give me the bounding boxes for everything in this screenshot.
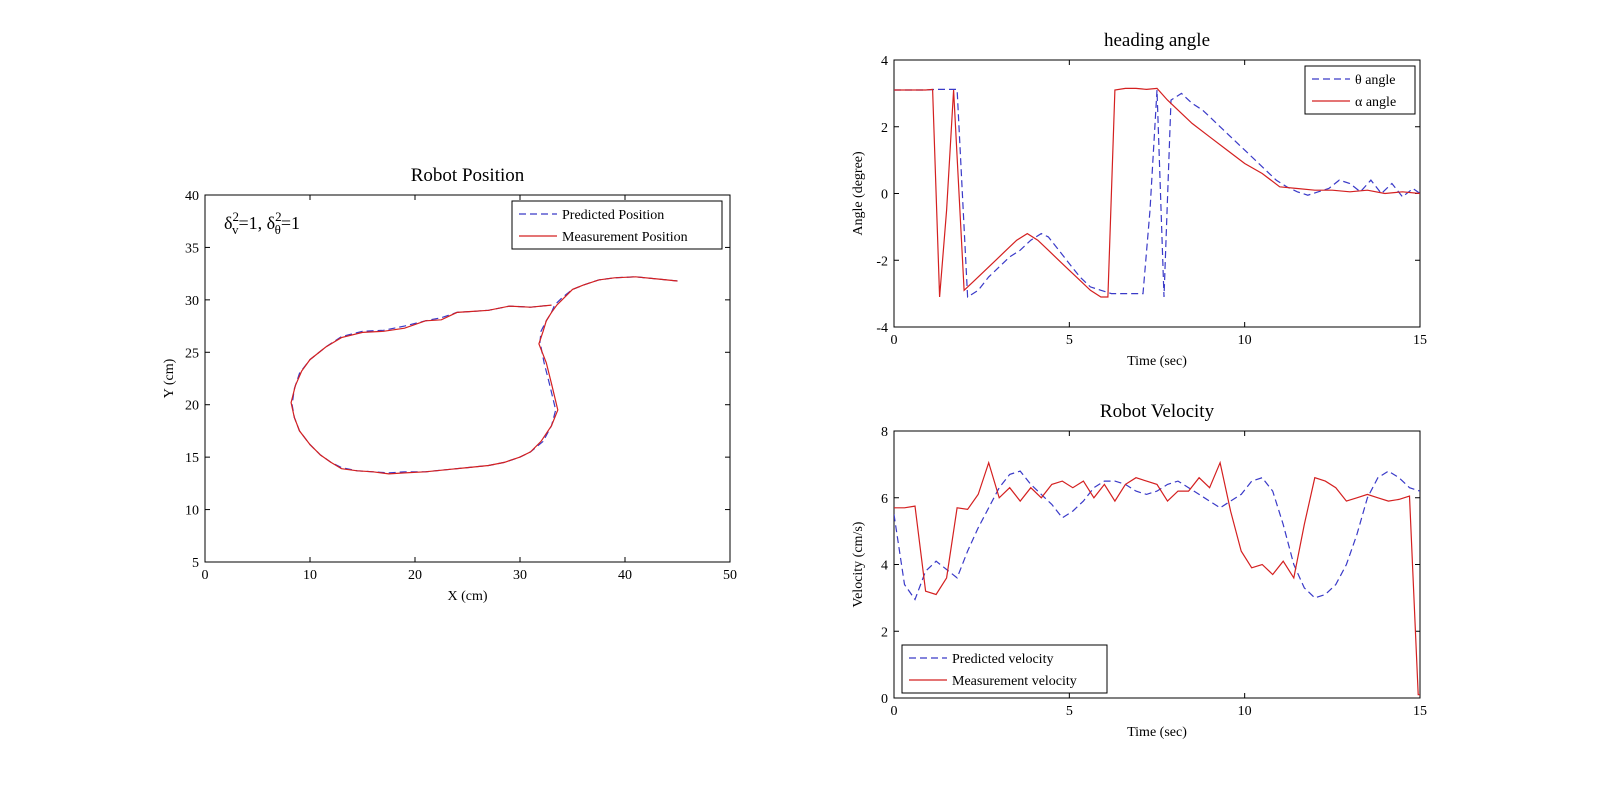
legend-entry-label: Predicted Position [562,208,664,223]
y-tick-label: 8 [881,425,888,440]
x-tick-label: 20 [408,568,422,583]
annotation-sub2: θ [275,222,281,237]
annotation-sub1: v [232,222,239,237]
y-tick-label: 5 [192,556,199,571]
position-series-predicted-line [291,276,678,474]
x-tick-label: 10 [303,568,317,583]
chart-title: Robot Velocity [1100,401,1215,422]
legend-entry-label: θ angle [1355,73,1396,88]
annotation-base1: δ [224,213,232,233]
x-tick-label: 0 [891,704,898,719]
legend-entry-label: α angle [1355,95,1396,110]
x-tick-label: 15 [1413,333,1427,348]
heading-legend: θ angle α angle [1304,65,1416,115]
position-axes-box [204,194,731,563]
y-tick-label: 25 [185,346,199,361]
y-tick-label: 35 [185,241,199,256]
variance-annotation: δ2 v=1, δ2 θ=1 [224,209,300,237]
chart-title: heading angle [1104,30,1210,51]
y-tick-label: 2 [881,625,888,640]
x-tick-label: 40 [618,568,632,583]
position-series-measured-line [290,276,678,475]
position-legend: Predicted Position Measurement Position [511,200,723,250]
velocity-legend: Predicted velocity Measurement velocity [901,644,1108,694]
x-tick-label: 30 [513,568,527,583]
annotation-mid: =1, [238,213,266,233]
legend-entry-label: Predicted velocity [952,652,1053,667]
y-tick-label: 20 [185,399,199,414]
x-axis-label: X (cm) [447,589,487,604]
y-tick-label: 30 [185,294,199,309]
y-tick-label: 4 [881,54,888,69]
legend-entry-label: Measurement Position [562,230,688,245]
heading-series-measured-line [894,87,1420,298]
y-tick-label: 4 [881,559,888,574]
position-chart: 0 10 20 30 40 50 5 10 15 20 25 30 35 40 Robot Position… [162,165,737,604]
heading-chart: 0 5 10 15 -4 -2 0 2 4 heading angle Time (sec) Angl… [851,30,1427,369]
x-tick-label: 5 [1066,333,1073,348]
legend-box [901,644,1108,694]
y-tick-label: -2 [876,254,888,269]
x-axis-label: Time (sec) [1127,725,1187,740]
y-tick-label: 0 [881,188,888,203]
x-tick-label: 50 [723,568,737,583]
y-tick-label: 10 [185,504,199,519]
y-axis-label: Y (cm) [162,358,177,398]
x-tick-label: 0 [891,333,898,348]
x-tick-label: 5 [1066,704,1073,719]
annotation-base2: δ [267,213,275,233]
y-tick-label: 2 [881,121,888,136]
annotation-end: =1 [281,213,300,233]
x-tick-label: 10 [1238,704,1252,719]
y-tick-label: 6 [881,492,888,507]
x-tick-label: 0 [202,568,209,583]
velocity-series-predicted-line [894,470,1420,601]
legend-box [1304,65,1416,115]
annotation-sup2: 2 [275,209,282,224]
y-tick-label: 15 [185,451,199,466]
x-axis-label: Time (sec) [1127,354,1187,369]
x-tick-label: 15 [1413,704,1427,719]
heading-series-predicted-line [894,88,1420,299]
chart-title: Robot Position [411,165,525,186]
legend-box [511,200,723,250]
y-tick-label: 0 [881,692,888,707]
legend-entry-label: Measurement velocity [952,674,1077,689]
y-tick-label: 40 [185,189,199,204]
y-axis-label: Angle (degree) [851,151,866,236]
annotation-sup1: 2 [232,209,239,224]
y-axis-label: Velocity (cm/s) [851,521,866,607]
x-tick-label: 10 [1238,333,1252,348]
y-tick-label: -4 [876,321,888,336]
velocity-series-measured-line [894,460,1420,696]
velocity-chart: 0 5 10 15 0 2 4 6 8 Robot Velocity Time (sec) Veloc… [851,401,1427,740]
